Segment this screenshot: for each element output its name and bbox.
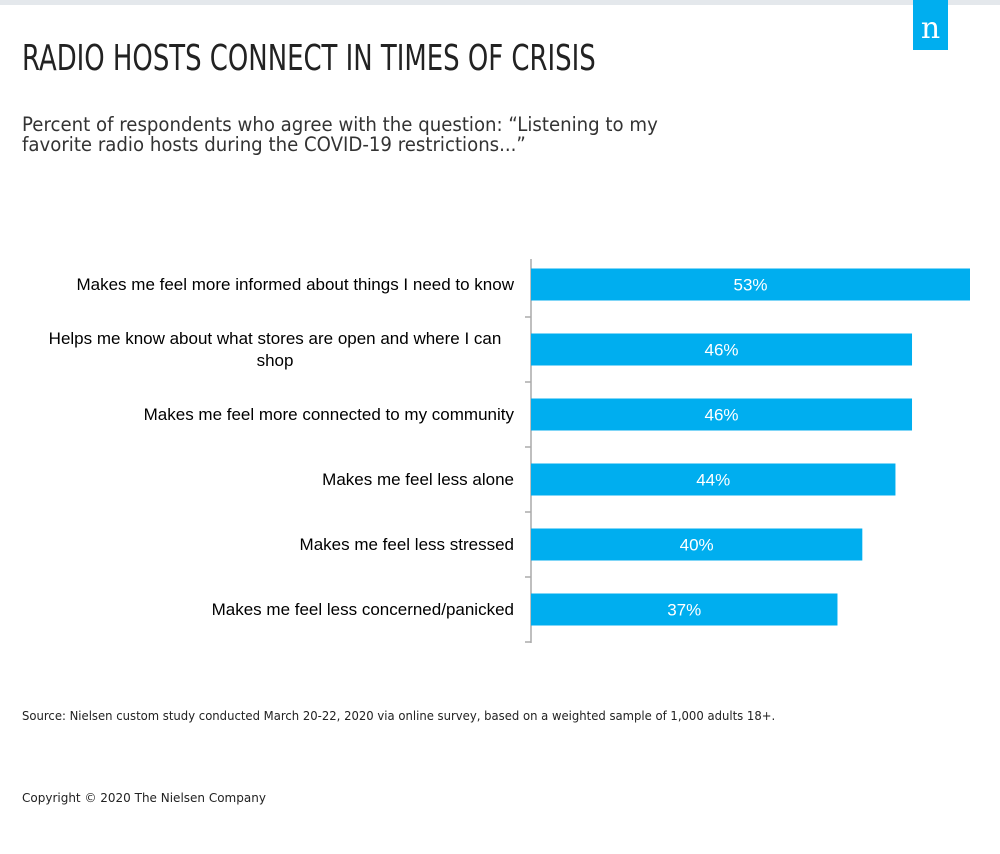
category-label-text: Makes me feel more connected to my commu… (143, 404, 514, 424)
chart-title: RADIO HOSTS CONNECT IN TIMES OF CRISIS (22, 38, 596, 79)
data-label: 44% (696, 471, 730, 490)
bar (531, 333, 913, 366)
category-label: Makes me feel less concerned/panicked (14, 588, 514, 632)
bar (531, 463, 896, 496)
category-label: Makes me feel more connected to my commu… (14, 393, 514, 437)
top-band (0, 0, 1000, 5)
category-label-text: Helps me know about what stores are open… (48, 328, 502, 370)
data-label: 37% (667, 601, 701, 620)
bar (531, 398, 913, 431)
bar (531, 268, 970, 301)
category-label-text: Makes me feel less concerned/panicked (211, 599, 514, 619)
bar (531, 593, 838, 626)
nielsen-logo: n (913, 0, 948, 50)
category-label: Helps me know about what stores are open… (14, 328, 514, 372)
category-label: Makes me feel less stressed (14, 523, 514, 567)
data-label: 53% (733, 276, 767, 295)
data-label: 46% (704, 406, 738, 425)
category-label: Makes me feel less alone (14, 458, 514, 502)
chart-subtitle: Percent of respondents who agree with th… (22, 113, 658, 156)
bar (531, 528, 863, 561)
category-label: Makes me feel more informed about things… (14, 263, 514, 307)
copyright: Copyright © 2020 The Nielsen Company (22, 791, 266, 805)
category-label-text: Makes me feel less alone (322, 469, 514, 489)
data-label: 46% (704, 341, 738, 360)
data-label: 40% (680, 536, 714, 555)
category-label-text: Makes me feel more informed about things… (76, 274, 514, 294)
category-label-text: Makes me feel less stressed (299, 534, 514, 554)
source-note: Source: Nielsen custom study conducted M… (22, 709, 776, 723)
